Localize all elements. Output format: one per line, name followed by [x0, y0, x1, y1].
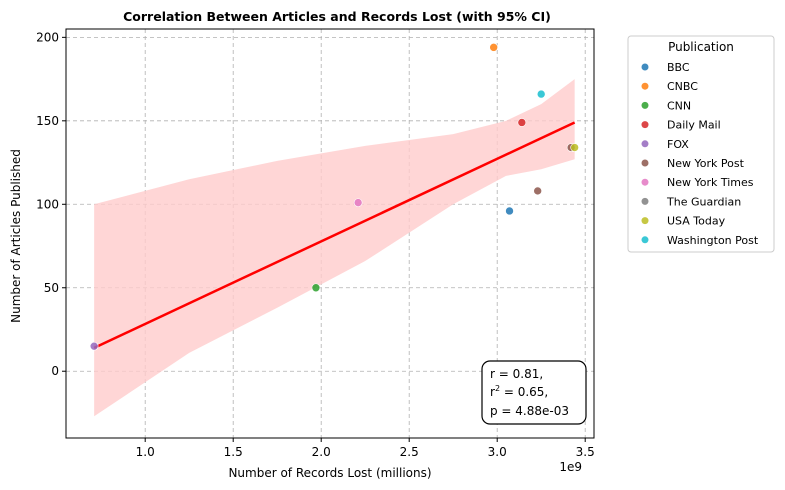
legend-marker — [641, 159, 649, 167]
y-axis-ticks: 0 50 100 150 200 — [36, 30, 66, 378]
legend-label: The Guardian — [666, 195, 741, 208]
legend-marker — [641, 121, 649, 129]
legend-marker — [641, 197, 649, 205]
scatter-point — [489, 43, 498, 52]
legend-entries: BBC CNBC CNN Daily Mail FOX New York Post New … — [641, 61, 759, 247]
legend-label: New York Times — [667, 176, 754, 189]
legend-label: USA Today — [667, 215, 726, 228]
legend: Publication BBC CNBC CNN Daily Mail FOX New Y… — [627, 35, 775, 253]
scatter-point — [353, 198, 363, 207]
scatter-point — [533, 186, 542, 196]
legend-label: BBC — [667, 61, 690, 74]
scatter-point — [505, 206, 514, 216]
x-tick-label: 2.0 — [312, 445, 331, 459]
x-tick-label: 3.0 — [488, 445, 507, 459]
x-axis-ticks: 1.0 1.5 2.0 2.5 3.0 3.5 — [136, 438, 595, 459]
scatter-point — [517, 118, 527, 127]
stats-r-squared: r2 = 0.65, — [490, 384, 548, 399]
legend-marker — [641, 140, 649, 148]
stats-p-value: p = 4.88e-03 — [490, 404, 569, 418]
legend-marker — [641, 236, 649, 244]
scatter-point — [570, 143, 579, 152]
y-tick-label: 150 — [36, 114, 59, 128]
legend-label: CNN — [667, 99, 691, 112]
scatter-point — [311, 283, 321, 293]
x-tick-label: 1.0 — [136, 445, 155, 459]
legend-marker — [641, 178, 649, 186]
x-tick-label: 2.5 — [400, 445, 419, 459]
y-tick-label: 0 — [51, 364, 59, 378]
legend-label: CNBC — [667, 80, 698, 93]
legend-marker — [641, 217, 649, 225]
confidence-band — [94, 79, 575, 417]
x-tick-label: 3.5 — [576, 445, 595, 459]
x-axis-offset-label: 1e9 — [559, 460, 582, 474]
x-tick-label: 1.5 — [224, 445, 243, 459]
legend-marker — [641, 63, 649, 71]
legend-label: Daily Mail — [667, 119, 721, 132]
legend-marker — [641, 82, 649, 90]
y-axis-label: Number of Articles Published — [9, 149, 23, 323]
scatter-point — [536, 89, 546, 99]
legend-title: Publication — [668, 40, 734, 54]
y-tick-label: 200 — [36, 30, 59, 44]
plot-frame — [65, 28, 595, 439]
legend-label: Washington Post — [667, 234, 759, 247]
legend-label: New York Post — [667, 157, 745, 170]
legend-marker — [641, 101, 649, 109]
legend-label: FOX — [667, 138, 689, 151]
y-tick-label: 50 — [44, 281, 59, 295]
x-axis-label: Number of Records Lost (millions) — [228, 466, 431, 480]
scatter-points — [89, 43, 579, 351]
scatter-point — [89, 341, 99, 351]
chart-title: Correlation Between Articles and Records… — [123, 9, 551, 24]
stats-r: r = 0.81, — [490, 367, 543, 381]
stats-annotation: r = 0.81, r2 = 0.65, p = 4.88e-03 — [481, 360, 587, 425]
regression-line — [93, 121, 576, 349]
y-tick-label: 100 — [36, 197, 59, 211]
